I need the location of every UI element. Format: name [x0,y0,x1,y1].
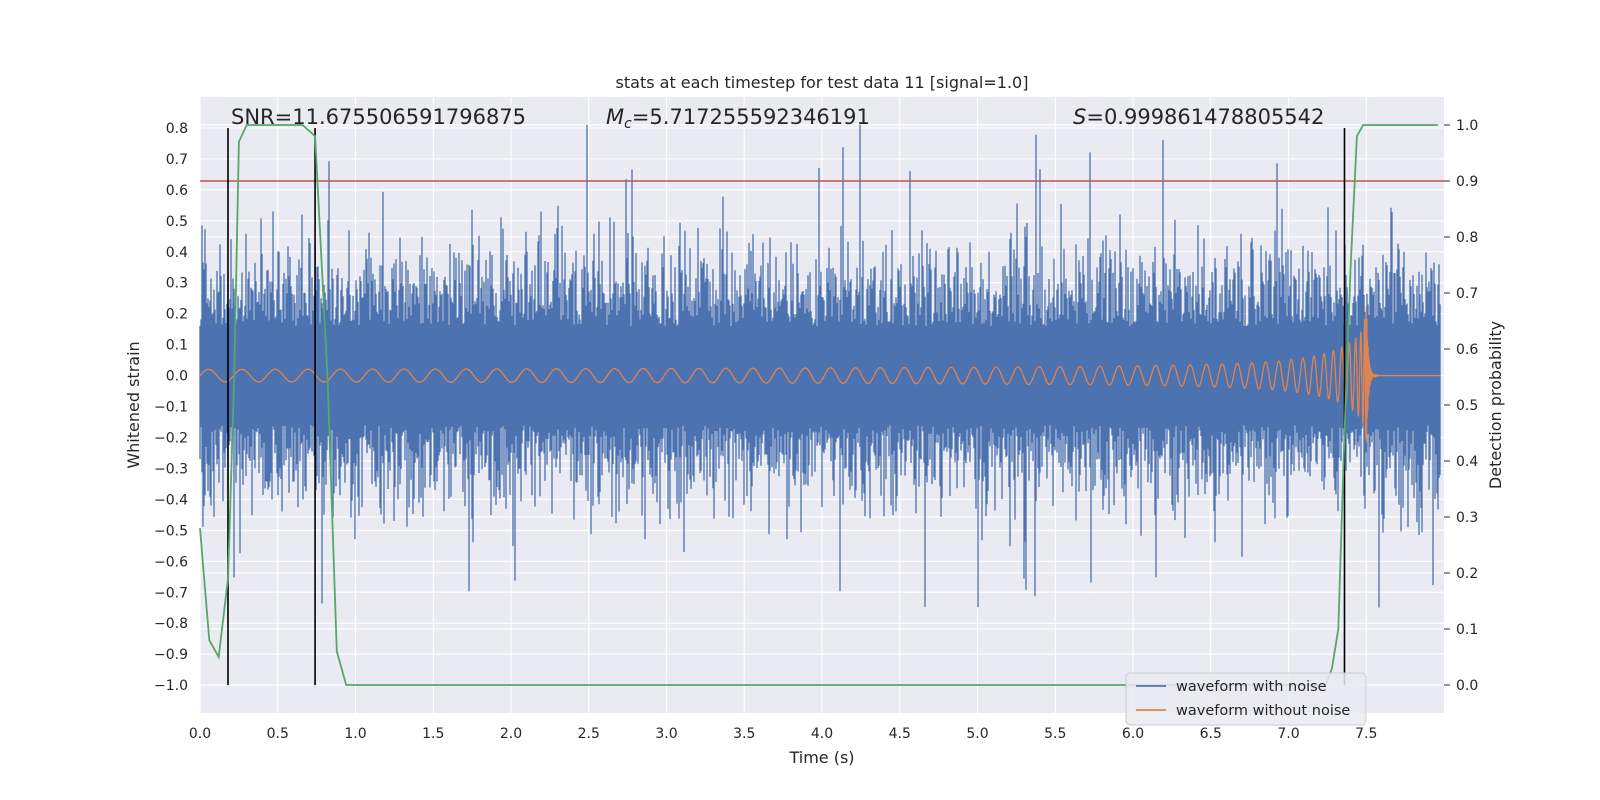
x-axis-ticks: 0.0 0.5 1.0 1.5 2.0 2.5 3.0 3.5 4.0 4.5 5.0 5.5 6.0 6… [189,726,1378,742]
overlay-lines [200,127,1444,686]
y2-tick-label: 0.5 [1456,398,1478,414]
score-value: =0.999861478805542 [1086,105,1324,129]
y-axis-ticks: 0.8 0.7 0.6 0.5 0.4 0.3 0.2 0.1 0.0 −0.1 −0.2 −0.3 −… [154,121,188,694]
noisy-waveform-line [199,124,1441,608]
x-tick-label: 5.5 [1044,726,1066,742]
y-tick-label: −0.1 [154,400,188,416]
y2-axis-label: Detection probability [1486,321,1505,489]
x-tick-label: 7.0 [1277,726,1299,742]
y2-tick-label: 1.0 [1456,118,1478,134]
score-annotation: S=0.999861478805542 [1073,105,1324,129]
x-tick-label: 0.0 [189,726,211,742]
x-tick-label: 3.5 [733,726,755,742]
y2-tick-label: 0.8 [1456,230,1478,246]
y-axis-label: Whitened strain [124,341,143,468]
y-tick-label: 0.0 [166,369,188,385]
y-tick-label: −0.2 [154,431,188,447]
y-tick-label: −0.7 [154,585,188,601]
y-tick-label: −0.8 [154,616,188,632]
y-tick-label: −0.9 [154,647,188,663]
y2-tick-label: 0.0 [1456,678,1478,694]
legend-label-clean: waveform without noise [1176,703,1350,719]
y2-axis-ticks: 1.0 0.9 0.8 0.7 0.6 0.5 0.4 0.3 0.2 0.1 0.0 [1444,118,1478,694]
y-tick-label: −0.6 [154,554,188,570]
clean-waveform-line [199,306,1441,443]
snr-annotation: SNR=11.675506591796875 [231,105,526,129]
y2-tick-label: 0.2 [1456,566,1478,582]
y-tick-label: 0.4 [166,245,188,261]
x-tick-label: 1.5 [422,726,444,742]
y-tick-label: 0.7 [166,152,188,168]
chirp-mass-subscript: c [624,116,632,132]
x-tick-label: 5.0 [966,726,988,742]
x-tick-label: 3.0 [655,726,677,742]
x-tick-label: 6.0 [1122,726,1144,742]
legend-label-noisy: waveform with noise [1176,679,1327,695]
y-tick-label: 0.3 [166,276,188,292]
chirp-mass-symbol: M [606,105,624,129]
x-tick-label: 6.5 [1200,726,1222,742]
y-tick-label: −1.0 [154,678,188,694]
y-tick-label: 0.8 [166,121,188,137]
score-symbol: S [1073,105,1086,129]
series-waveform-with-noise [199,124,1441,608]
detection-probability-line [199,124,1438,686]
y-tick-label: 0.1 [166,338,188,354]
y-tick-label: 0.2 [166,307,188,323]
chirp-mass-value: =5.717255592346191 [632,105,870,129]
x-tick-label: 4.5 [889,726,911,742]
y2-tick-label: 0.6 [1456,342,1478,358]
y-tick-label: −0.5 [154,523,188,539]
y-tick-label: 0.6 [166,183,188,199]
legend: waveform with noise waveform without noi… [1125,672,1367,726]
y2-tick-label: 0.7 [1456,286,1478,302]
y2-tick-label: 0.9 [1456,174,1478,190]
x-tick-label: 0.5 [267,726,289,742]
y-tick-label: −0.3 [154,461,188,477]
y2-tick-label: 0.1 [1456,622,1478,638]
x-tick-label: 7.5 [1355,726,1377,742]
y2-tick-label: 0.3 [1456,510,1478,526]
legend-box [1125,672,1367,726]
series-waveform-without-noise [199,306,1441,443]
x-axis-label: Time (s) [788,748,854,767]
y-tick-label: −0.4 [154,492,188,508]
chirp-mass-annotation: Mc=5.717255592346191 [606,105,870,132]
x-tick-label: 2.5 [578,726,600,742]
y2-tick-label: 0.4 [1456,454,1478,470]
series-detection-probability [199,124,1438,686]
chart-title: stats at each timestep for test data 11 … [616,73,1029,92]
y-tick-label: 0.5 [166,214,188,230]
x-tick-label: 1.0 [344,726,366,742]
x-tick-label: 4.0 [811,726,833,742]
x-tick-label: 2.0 [500,726,522,742]
